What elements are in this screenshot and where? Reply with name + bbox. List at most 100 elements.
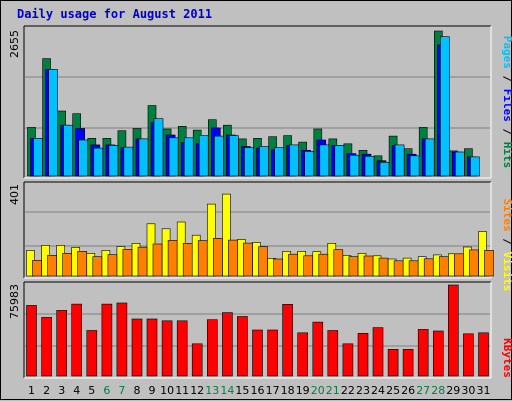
- bar-pages-day-20: [319, 144, 330, 177]
- bar-pages-day-14: [229, 135, 239, 177]
- series-legend: Pages / Files / Hits: [501, 36, 512, 169]
- bar-pages-day-2: [48, 69, 58, 177]
- day-label-5: 5: [88, 384, 95, 397]
- day-label-6: 6: [103, 384, 110, 397]
- bar-kbytes-day-15: [237, 316, 248, 377]
- bar-kbytes-day-3: [56, 310, 68, 377]
- bar-sites-day-17: [273, 258, 283, 277]
- day-label-12: 12: [190, 384, 204, 397]
- day-label-4: 4: [73, 384, 80, 397]
- bar-pages-day-9: [153, 118, 164, 177]
- bar-sites-day-16: [258, 246, 268, 277]
- bar-kbytes-day-12: [191, 343, 203, 377]
- bar-pages-day-18: [289, 144, 299, 177]
- day-label-31: 31: [477, 384, 491, 397]
- day-label-3: 3: [58, 384, 65, 397]
- bar-pages-day-17: [274, 147, 284, 177]
- day-label-17: 17: [266, 384, 280, 397]
- bar-sites-day-28: [438, 256, 449, 277]
- bar-sites-day-22: [348, 256, 359, 277]
- bar-pages-day-28: [439, 36, 450, 177]
- legend-sep: /: [501, 69, 512, 89]
- bar-pages-day-24: [379, 162, 390, 177]
- day-label-9: 9: [149, 384, 156, 397]
- day-label-14: 14: [220, 384, 234, 397]
- bar-kbytes-day-17: [267, 329, 278, 377]
- y-max-label: 401: [8, 184, 21, 205]
- legend-visits: Visits: [501, 252, 512, 292]
- bar-kbytes-day-30: [463, 333, 474, 377]
- bar-pages-day-29: [454, 151, 465, 177]
- bar-kbytes-day-5: [86, 330, 98, 377]
- day-label-1: 1: [28, 384, 35, 397]
- y-max-label: 75983: [8, 284, 21, 319]
- bar-kbytes-day-31: [478, 332, 489, 377]
- bar-sites-day-14: [228, 239, 238, 277]
- day-label-8: 8: [134, 384, 141, 397]
- bar-kbytes-day-18: [282, 303, 293, 377]
- bar-sites-day-9: [152, 243, 163, 277]
- bar-kbytes-day-28: [432, 330, 444, 377]
- legend-pages: Pages: [501, 36, 512, 69]
- bar-kbytes-day-27: [417, 329, 429, 377]
- day-label-24: 24: [371, 384, 385, 397]
- bar-kbytes-day-29: [447, 284, 459, 377]
- bar-sites-day-5: [92, 256, 103, 277]
- legend-sites: Sites: [501, 199, 512, 232]
- bar-pages-day-23: [364, 156, 375, 177]
- day-label-13: 13: [205, 384, 219, 397]
- bar-sites-day-11: [182, 243, 193, 277]
- bar-sites-day-8: [137, 246, 148, 277]
- legend-hits: Hits: [501, 142, 512, 169]
- bar-pages-day-19: [304, 151, 315, 177]
- legend-sep: /: [501, 232, 512, 252]
- bar-kbytes-day-1: [26, 305, 37, 377]
- bar-kbytes-day-7: [116, 302, 128, 377]
- day-label-16: 16: [251, 384, 265, 397]
- bar-sites-day-18: [288, 253, 298, 277]
- day-label-21: 21: [326, 384, 340, 397]
- bar-kbytes-day-9: [146, 318, 158, 377]
- bar-pages-day-15: [244, 147, 254, 177]
- day-label-26: 26: [401, 384, 415, 397]
- bar-pages-day-1: [33, 138, 43, 177]
- bar-visits-day-14: [222, 193, 231, 277]
- day-label-30: 30: [461, 384, 475, 397]
- bar-sites-day-3: [62, 253, 73, 277]
- bar-sites-day-27: [423, 258, 434, 277]
- bar-pages-day-7: [123, 146, 134, 177]
- day-label-29: 29: [446, 384, 460, 397]
- day-label-15: 15: [235, 384, 249, 397]
- day-label-27: 27: [416, 384, 430, 397]
- bar-pages-day-4: [78, 139, 88, 177]
- bar-kbytes-day-6: [101, 303, 113, 377]
- bar-kbytes-day-11: [176, 320, 188, 377]
- bar-pages-day-6: [108, 145, 119, 177]
- bar-kbytes-day-4: [71, 303, 82, 377]
- bar-kbytes-day-21: [327, 330, 339, 377]
- bar-sites-day-10: [167, 240, 178, 277]
- bar-sites-day-25: [393, 260, 404, 277]
- bar-kbytes-day-26: [402, 348, 414, 377]
- day-label-19: 19: [296, 384, 310, 397]
- bar-sites-day-24: [378, 257, 389, 277]
- bar-kbytes-day-13: [207, 319, 218, 377]
- series-legend: Sites / Visits: [501, 199, 512, 292]
- y-max-label: 2655: [8, 30, 21, 58]
- bar-sites-day-26: [408, 260, 419, 277]
- bar-sites-day-13: [213, 238, 223, 277]
- bar-pages-day-10: [168, 137, 179, 177]
- bar-pages-day-26: [409, 155, 420, 177]
- bar-kbytes-day-24: [372, 327, 384, 377]
- day-label-20: 20: [311, 384, 325, 397]
- bar-kbytes-day-25: [387, 348, 399, 377]
- legend-sep: /: [501, 122, 512, 142]
- bar-sites-day-2: [47, 255, 57, 277]
- bar-sites-day-30: [469, 249, 479, 277]
- bar-sites-day-12: [197, 240, 208, 277]
- bar-pages-day-5: [93, 147, 104, 177]
- day-label-28: 28: [431, 384, 445, 397]
- bar-kbytes-day-16: [252, 329, 263, 377]
- bar-sites-day-23: [363, 255, 374, 277]
